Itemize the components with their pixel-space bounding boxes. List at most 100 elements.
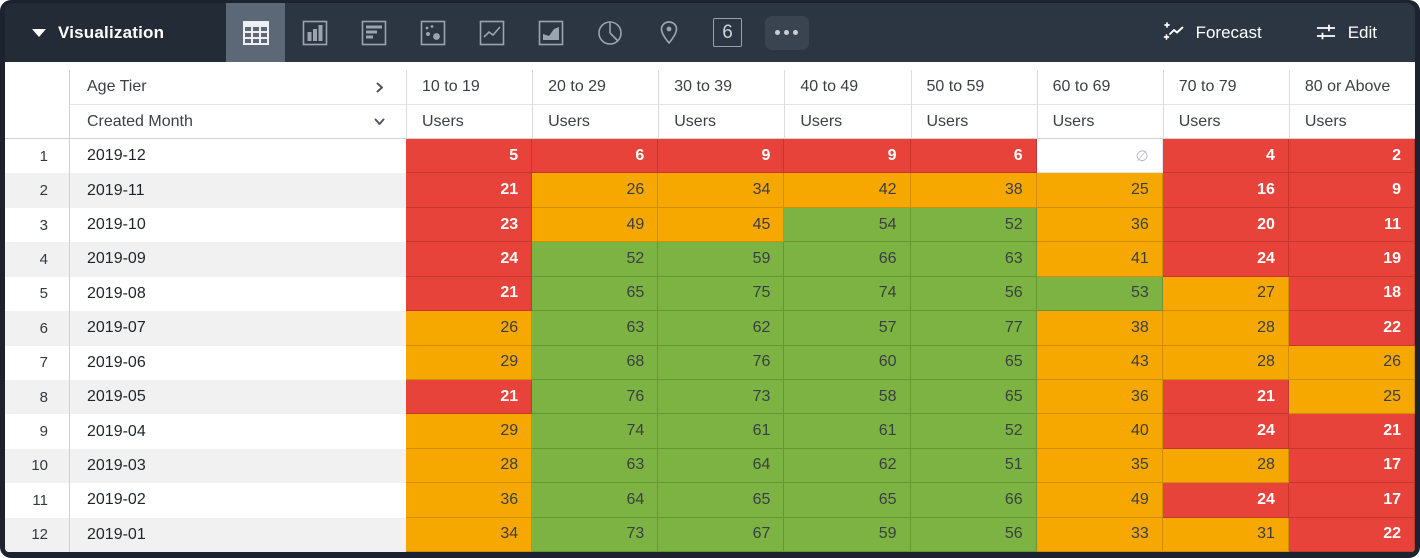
measure-value-cell[interactable]: 58 bbox=[784, 379, 911, 415]
forecast-button[interactable]: Forecast bbox=[1155, 3, 1268, 62]
measure-header[interactable]: Users bbox=[1162, 105, 1289, 139]
measure-value-cell[interactable]: 17 bbox=[1288, 483, 1415, 518]
measure-value-cell[interactable]: 26 bbox=[406, 311, 533, 346]
measure-header[interactable]: Users bbox=[910, 105, 1037, 139]
measure-value-cell[interactable]: 49 bbox=[532, 207, 659, 243]
bar-chart-icon[interactable] bbox=[344, 3, 403, 62]
measure-value-cell[interactable]: 43 bbox=[1036, 345, 1163, 380]
measure-value-cell[interactable]: 34 bbox=[406, 517, 533, 552]
dimension-value-cell[interactable]: 2019-09 bbox=[69, 242, 406, 277]
null-value-cell[interactable]: ∅ bbox=[1036, 139, 1163, 174]
measure-value-cell[interactable]: 42 bbox=[784, 173, 911, 208]
measure-value-cell[interactable]: 6 bbox=[910, 139, 1037, 174]
edit-button[interactable]: Edit bbox=[1308, 3, 1383, 62]
measure-value-cell[interactable]: 63 bbox=[532, 448, 659, 484]
pivot-value-header[interactable]: 40 to 49 bbox=[784, 70, 911, 105]
measure-value-cell[interactable]: 28 bbox=[1162, 311, 1289, 346]
dimension-value-cell[interactable]: 2019-02 bbox=[69, 483, 406, 518]
scatter-chart-icon[interactable] bbox=[403, 3, 462, 62]
pivot-value-header[interactable]: 60 to 69 bbox=[1036, 70, 1163, 105]
measure-value-cell[interactable]: 63 bbox=[532, 311, 659, 346]
measure-value-cell[interactable]: 36 bbox=[1036, 207, 1163, 243]
measure-value-cell[interactable]: 66 bbox=[910, 483, 1037, 518]
measure-value-cell[interactable]: 67 bbox=[658, 517, 785, 552]
measure-header[interactable]: Users bbox=[532, 105, 659, 139]
measure-value-cell[interactable]: 77 bbox=[910, 311, 1037, 346]
measure-header[interactable]: Users bbox=[658, 105, 785, 139]
measure-value-cell[interactable]: 22 bbox=[1288, 517, 1415, 552]
measure-value-cell[interactable]: 74 bbox=[784, 276, 911, 312]
measure-value-cell[interactable]: 62 bbox=[784, 448, 911, 484]
measure-value-cell[interactable]: 40 bbox=[1036, 414, 1163, 449]
measure-value-cell[interactable]: 9 bbox=[784, 139, 911, 174]
measure-value-cell[interactable]: 16 bbox=[1162, 173, 1289, 208]
measure-value-cell[interactable]: 68 bbox=[532, 345, 659, 380]
measure-value-cell[interactable]: 49 bbox=[1036, 483, 1163, 518]
measure-value-cell[interactable]: 21 bbox=[1288, 414, 1415, 449]
measure-value-cell[interactable]: 34 bbox=[658, 173, 785, 208]
measure-value-cell[interactable]: 26 bbox=[532, 173, 659, 208]
pivot-value-header[interactable]: 10 to 19 bbox=[406, 70, 533, 105]
dimension-value-cell[interactable]: 2019-07 bbox=[69, 311, 406, 346]
measure-value-cell[interactable]: 20 bbox=[1162, 207, 1289, 243]
measure-value-cell[interactable]: 9 bbox=[1288, 173, 1415, 208]
measure-value-cell[interactable]: 60 bbox=[784, 345, 911, 380]
measure-value-cell[interactable]: 65 bbox=[658, 483, 785, 518]
measure-value-cell[interactable]: 21 bbox=[1162, 379, 1289, 415]
pivot-value-header[interactable]: 50 to 59 bbox=[910, 70, 1037, 105]
dimension-value-cell[interactable]: 2019-08 bbox=[69, 276, 406, 312]
measure-value-cell[interactable]: 61 bbox=[658, 414, 785, 449]
measure-value-cell[interactable]: 27 bbox=[1162, 276, 1289, 312]
dimension-value-cell[interactable]: 2019-04 bbox=[69, 414, 406, 449]
measure-value-cell[interactable]: 6 bbox=[532, 139, 659, 174]
measure-header[interactable]: Users bbox=[406, 105, 533, 139]
measure-value-cell[interactable]: 24 bbox=[1162, 242, 1289, 277]
measure-value-cell[interactable]: 26 bbox=[1288, 345, 1415, 380]
measure-value-cell[interactable]: 61 bbox=[784, 414, 911, 449]
dimension-value-cell[interactable]: 2019-03 bbox=[69, 448, 406, 484]
measure-value-cell[interactable]: 9 bbox=[658, 139, 785, 174]
measure-value-cell[interactable]: 24 bbox=[406, 242, 533, 277]
measure-value-cell[interactable]: 21 bbox=[406, 173, 533, 208]
measure-value-cell[interactable]: 73 bbox=[532, 517, 659, 552]
measure-value-cell[interactable]: 29 bbox=[406, 345, 533, 380]
pivot-field-header[interactable]: Age Tier bbox=[69, 70, 406, 105]
measure-value-cell[interactable]: 23 bbox=[406, 207, 533, 243]
dimension-value-cell[interactable]: 2019-01 bbox=[69, 517, 406, 552]
measure-value-cell[interactable]: 76 bbox=[658, 345, 785, 380]
measure-value-cell[interactable]: 11 bbox=[1288, 207, 1415, 243]
visualization-collapse-header[interactable]: Visualization bbox=[5, 3, 226, 62]
measure-value-cell[interactable]: 52 bbox=[532, 242, 659, 277]
measure-value-cell[interactable]: 59 bbox=[784, 517, 911, 552]
more-options-icon[interactable] bbox=[757, 3, 816, 62]
measure-value-cell[interactable]: 36 bbox=[1036, 379, 1163, 415]
measure-value-cell[interactable]: 18 bbox=[1288, 276, 1415, 312]
measure-value-cell[interactable]: 33 bbox=[1036, 517, 1163, 552]
measure-value-cell[interactable]: 65 bbox=[910, 379, 1037, 415]
measure-value-cell[interactable]: 66 bbox=[784, 242, 911, 277]
measure-value-cell[interactable]: 56 bbox=[910, 517, 1037, 552]
measure-value-cell[interactable]: 17 bbox=[1288, 448, 1415, 484]
measure-value-cell[interactable]: 52 bbox=[910, 207, 1037, 243]
map-pin-icon[interactable] bbox=[639, 3, 698, 62]
measure-value-cell[interactable]: 21 bbox=[406, 379, 533, 415]
measure-value-cell[interactable]: 45 bbox=[658, 207, 785, 243]
measure-value-cell[interactable]: 24 bbox=[1162, 414, 1289, 449]
pivot-value-header[interactable]: 80 or Above bbox=[1288, 70, 1415, 105]
pivot-value-header[interactable]: 70 to 79 bbox=[1162, 70, 1289, 105]
measure-value-cell[interactable]: 2 bbox=[1288, 139, 1415, 174]
measure-value-cell[interactable]: 65 bbox=[532, 276, 659, 312]
dimension-field-header[interactable]: Created Month bbox=[69, 105, 406, 139]
line-chart-icon[interactable] bbox=[462, 3, 521, 62]
measure-value-cell[interactable]: 29 bbox=[406, 414, 533, 449]
measure-value-cell[interactable]: 73 bbox=[658, 379, 785, 415]
pivot-value-header[interactable]: 20 to 29 bbox=[532, 70, 659, 105]
measure-value-cell[interactable]: 52 bbox=[910, 414, 1037, 449]
measure-header[interactable]: Users bbox=[1036, 105, 1163, 139]
measure-value-cell[interactable]: 31 bbox=[1162, 517, 1289, 552]
measure-value-cell[interactable]: 62 bbox=[658, 311, 785, 346]
measure-value-cell[interactable]: 41 bbox=[1036, 242, 1163, 277]
measure-value-cell[interactable]: 65 bbox=[784, 483, 911, 518]
measure-value-cell[interactable]: 4 bbox=[1162, 139, 1289, 174]
measure-value-cell[interactable]: 76 bbox=[532, 379, 659, 415]
